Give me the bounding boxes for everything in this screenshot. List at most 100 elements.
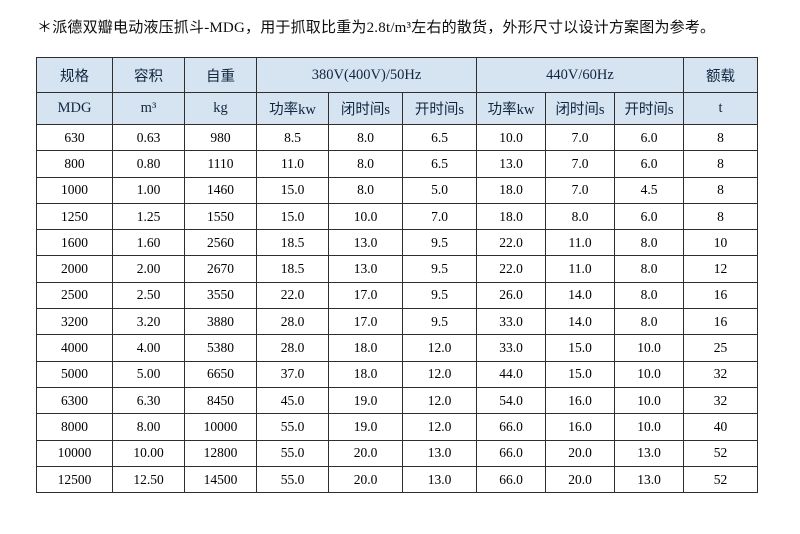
table-cell: 32 [683, 360, 759, 388]
table-cell: 0.63 [112, 123, 185, 152]
table-cell: 11.0 [545, 255, 616, 283]
table-cell: 15.0 [545, 334, 616, 362]
table-cell: 13.0 [328, 255, 403, 283]
col-header-rated-load: 额载 [683, 57, 759, 93]
table-cell: 52 [683, 439, 759, 467]
table-body: 630 0.63 980 8.5 8.0 6.5 10.0 7.0 6.0 8 800 0.80 111… [36, 123, 759, 494]
table-cell: 18.0 [476, 202, 547, 231]
table-cell: 8.0 [328, 123, 403, 152]
table-cell: 44.0 [476, 360, 547, 388]
doc-title: ＊派德双瓣电动液压抓斗-MDG，用于抓取比重为2.8t/m³左右的散货，外形尺寸… [37, 20, 716, 36]
unit-kg: kg [184, 92, 257, 125]
unit-m3: m³ [112, 92, 185, 125]
col-group-440v: 440V/60Hz [476, 57, 685, 93]
table-cell: 22.0 [476, 255, 547, 283]
table-row: 4000 4.00 5380 28.0 18.0 12.0 33.0 15.0 10.0 25 [36, 334, 759, 362]
table-row: 10000 10.00 12800 55.0 20.0 13.0 66.0 20.0 13.0 5… [36, 439, 759, 467]
table-cell: 1000 [36, 176, 113, 204]
table-cell: 1600 [36, 229, 113, 257]
table-cell: 54.0 [476, 386, 547, 415]
table-cell: 2.00 [112, 255, 185, 283]
table-row: 8000 8.00 10000 55.0 19.0 12.0 66.0 16.0 10.0 40 [36, 413, 759, 441]
spec-table: 规格 容积 自重 380V(400V)/50Hz 440V/60Hz 额载 MD… [36, 57, 759, 494]
table-row: 6300 6.30 8450 45.0 19.0 12.0 54.0 16.0 10.0 32 [36, 386, 759, 415]
table-cell: 13.0 [476, 150, 547, 178]
unit-t: t [683, 92, 759, 125]
table-cell: 66.0 [476, 439, 547, 467]
table-cell: 1250 [36, 202, 113, 231]
table-cell: 8.0 [328, 176, 403, 204]
table-cell: 18.0 [476, 176, 547, 204]
table-cell: 66.0 [476, 413, 547, 441]
table-cell: 8.5 [256, 123, 329, 152]
table-cell: 10.0 [614, 386, 685, 415]
table-cell: 20.0 [545, 439, 616, 467]
table-cell: 15.0 [256, 202, 329, 231]
table-cell: 8.0 [614, 229, 685, 257]
table-cell: 8.0 [328, 150, 403, 178]
table-cell: 12 [683, 255, 759, 283]
table-cell: 1.00 [112, 176, 185, 204]
table-cell: 52 [683, 465, 759, 494]
table-cell: 14500 [184, 465, 257, 494]
table-cell: 55.0 [256, 439, 329, 467]
table-cell: 7.0 [401, 202, 478, 231]
table-cell: 2.50 [112, 281, 185, 310]
table-cell: 8 [683, 150, 759, 178]
table-cell: 4.5 [614, 176, 685, 204]
table-cell: 14.0 [545, 281, 616, 310]
table-cell: 0.80 [112, 150, 185, 178]
table-cell: 980 [184, 123, 257, 152]
table-cell: 8 [683, 123, 759, 152]
table-cell: 7.0 [545, 176, 616, 204]
table-cell: 6300 [36, 386, 113, 415]
table-cell: 1550 [184, 202, 257, 231]
table-cell: 20.0 [545, 465, 616, 494]
table-cell: 20.0 [328, 439, 403, 467]
table-cell: 16 [683, 308, 759, 336]
table-cell: 40 [683, 413, 759, 441]
table-cell: 28.0 [256, 308, 329, 336]
table-row: 3200 3.20 3880 28.0 17.0 9.5 33.0 14.0 8.0 16 [36, 308, 759, 336]
unit-close-380: 闭时间s [328, 92, 403, 125]
table-cell: 37.0 [256, 360, 329, 388]
table-cell: 8450 [184, 386, 257, 415]
col-header-weight: 自重 [184, 57, 257, 93]
col-group-380v: 380V(400V)/50Hz [255, 57, 478, 93]
table-cell: 17.0 [328, 281, 403, 310]
table-cell: 1.25 [112, 202, 185, 231]
table-cell: 33.0 [476, 334, 547, 362]
table-cell: 14.0 [545, 308, 616, 336]
table-cell: 8.0 [545, 202, 616, 231]
table-cell: 6.0 [614, 202, 685, 231]
table-cell: 2500 [36, 281, 113, 310]
table-cell: 19.0 [328, 413, 403, 441]
table-cell: 33.0 [476, 308, 547, 336]
table-cell: 10000 [36, 439, 113, 467]
table-row: 800 0.80 1110 11.0 8.0 6.5 13.0 7.0 6.0 8 [36, 150, 759, 178]
header-row-groups: 规格 容积 自重 380V(400V)/50Hz 440V/60Hz 额载 [36, 57, 759, 93]
table-cell: 15.0 [256, 176, 329, 204]
table-cell: 9.5 [401, 255, 478, 283]
unit-power-380: 功率kw [256, 92, 329, 125]
table-cell: 16.0 [545, 413, 616, 441]
table-row: 12500 12.50 14500 55.0 20.0 13.0 66.0 20.0 13.0 5… [36, 465, 759, 494]
table-cell: 1110 [184, 150, 257, 178]
table-cell: 17.0 [328, 308, 403, 336]
table-cell: 22.0 [256, 281, 329, 310]
table-cell: 8.0 [614, 281, 685, 310]
table-cell: 22.0 [476, 229, 547, 257]
table-cell: 32 [683, 386, 759, 415]
table-cell: 13.0 [401, 465, 478, 494]
table-cell: 11.0 [545, 229, 616, 257]
table-cell: 25 [683, 334, 759, 362]
table-cell: 45.0 [256, 386, 329, 415]
table-cell: 4000 [36, 334, 113, 362]
table-cell: 6650 [184, 360, 257, 388]
table-cell: 1460 [184, 176, 257, 204]
table-cell: 5380 [184, 334, 257, 362]
table-cell: 3.20 [112, 308, 185, 336]
table-cell: 6.30 [112, 386, 185, 415]
col-header-volume: 容积 [112, 57, 185, 93]
